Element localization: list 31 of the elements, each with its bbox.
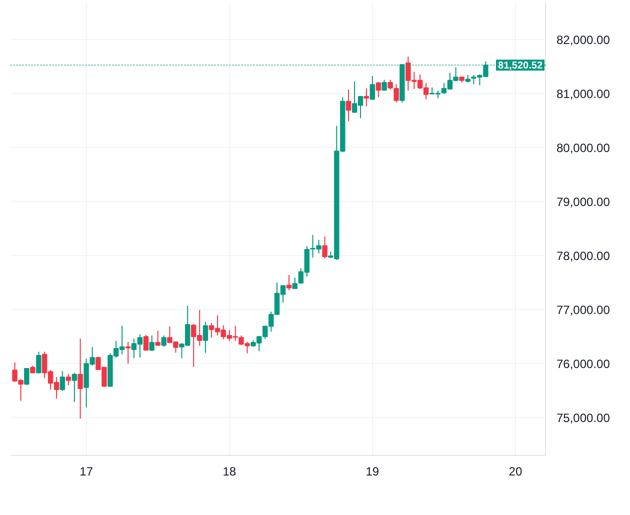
candlestick	[155, 330, 160, 346]
candlestick	[161, 334, 166, 348]
candlestick	[376, 81, 382, 98]
candlestick	[286, 274, 292, 291]
y-tick-label: 81,000.00	[556, 86, 610, 101]
y-tick-label: 77,000.00	[556, 303, 610, 318]
candlestick	[202, 321, 208, 354]
y-tick-label: 79,000.00	[556, 194, 610, 209]
x-tick-label: 20	[508, 464, 522, 478]
candlestick	[322, 236, 328, 259]
candlestick	[36, 351, 42, 374]
candlestick	[370, 76, 376, 100]
candlestick	[60, 370, 66, 392]
y-tick-label: 78,000.00	[556, 248, 610, 263]
y-tick-label: 75,000.00	[556, 411, 610, 426]
candlestick	[346, 89, 352, 122]
candlestick	[72, 372, 78, 402]
x-tick-label: 18	[222, 464, 236, 478]
ref-line-label: 81,520.52	[498, 60, 543, 72]
y-tick-label: 80,000.00	[556, 140, 610, 155]
candlestick	[78, 338, 83, 420]
candlestick	[66, 373, 72, 386]
candlestick	[149, 334, 154, 352]
y-tick-label: 82,000.00	[556, 32, 610, 47]
x-tick-label: 17	[80, 464, 94, 478]
candlestick	[364, 88, 370, 107]
candlestick	[24, 368, 30, 386]
candlestick	[125, 341, 131, 364]
y-tick-label: 76,000.00	[556, 357, 610, 372]
candlestick	[143, 334, 149, 351]
x-tick-label: 19	[366, 464, 380, 478]
